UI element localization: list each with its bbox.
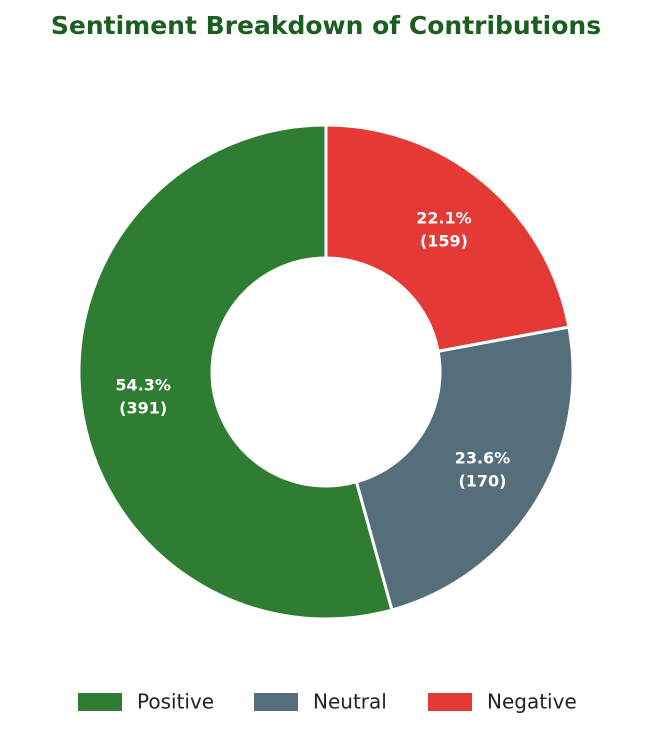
data-label: 54.3%: [115, 375, 171, 394]
donut-slice: [324, 123, 571, 353]
chart-title: Sentiment Breakdown of Contributions: [51, 11, 601, 40]
legend-label: Positive: [137, 690, 214, 714]
data-label: (170): [458, 471, 506, 490]
legend-swatch: [78, 693, 122, 711]
legend-swatch: [428, 693, 472, 711]
donut-slice: [354, 325, 575, 612]
legend-swatch: [254, 693, 298, 711]
data-label: 22.1%: [416, 209, 472, 228]
legend-label: Neutral: [313, 690, 387, 714]
data-label: (391): [119, 398, 167, 417]
data-label: (159): [420, 232, 468, 251]
data-label: 23.6%: [455, 448, 511, 467]
legend-label: Negative: [487, 690, 577, 714]
donut-slice: [77, 123, 394, 621]
